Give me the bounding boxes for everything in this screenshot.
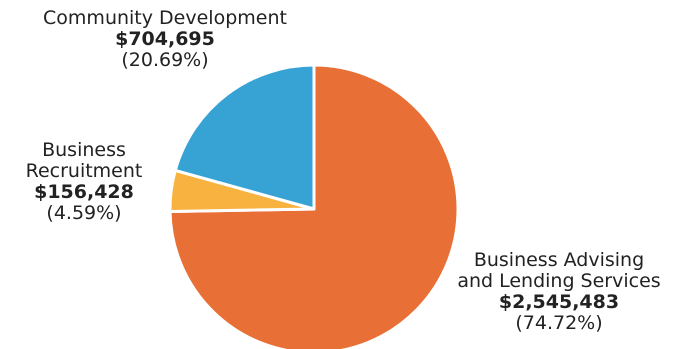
slice-amount: $156,428	[34, 181, 134, 203]
slice-name-line: Recruitment	[25, 160, 143, 182]
slice-community-development	[173, 63, 316, 211]
slice-name-line: Community Development	[43, 7, 287, 29]
label-community-development: Community Development $704,695 (20.69%)	[20, 8, 310, 71]
slice-percent: (4.59%)	[46, 202, 122, 224]
slice-percent: (20.69%)	[121, 49, 209, 71]
slice-name-line: Business	[42, 139, 126, 161]
label-business-advising-lending: Business Advising and Lending Services $…	[440, 250, 678, 334]
slice-percent: (74.72%)	[515, 312, 603, 334]
slice-amount: $704,695	[115, 28, 215, 50]
slice-amount: $2,545,483	[498, 291, 620, 313]
slice-name-line: Business Advising	[473, 249, 645, 271]
label-business-recruitment: Business Recruitment $156,428 (4.59%)	[14, 140, 154, 224]
slice-name-line: and Lending Services	[457, 270, 661, 292]
slice-business-advising-lending	[168, 63, 460, 349]
